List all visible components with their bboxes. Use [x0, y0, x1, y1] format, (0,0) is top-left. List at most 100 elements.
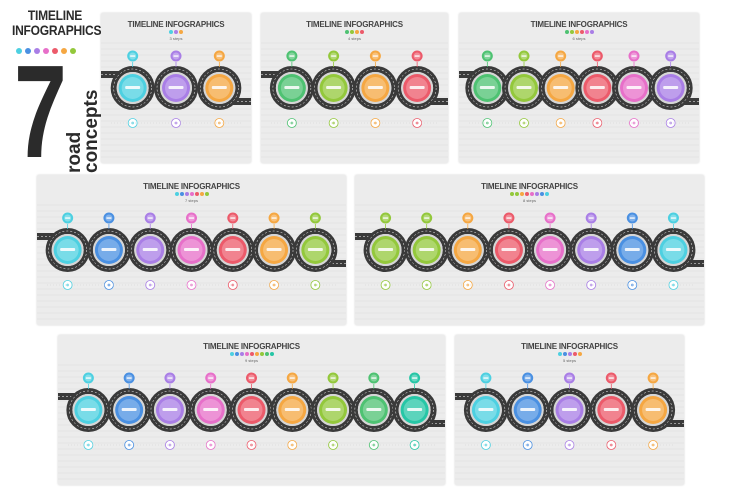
- road-infographic: [455, 364, 684, 480]
- timeline-step: [575, 50, 620, 128]
- color-dot: [530, 192, 534, 196]
- timeline-step: [486, 212, 531, 290]
- color-dot: [557, 352, 562, 356]
- card-title: TIMELINE INFOGRAPHICS: [521, 342, 618, 351]
- road-infographic: [355, 204, 704, 320]
- card-subtitle: 5 steps: [563, 358, 576, 363]
- color-dot: [174, 192, 179, 196]
- card-color-dots: [261, 30, 448, 34]
- card-title: TIMELINE INFOGRAPHICS: [481, 182, 578, 191]
- card-4-steps: TIMELINE INFOGRAPHICS 4 steps: [261, 13, 448, 163]
- color-dot: [525, 192, 529, 196]
- color-dot: [194, 192, 199, 196]
- brand-number: 7: [14, 38, 67, 185]
- card-5-steps: TIMELINE INFOGRAPHICS 5 steps: [455, 335, 684, 485]
- card-title: TIMELINE INFOGRAPHICS: [143, 182, 240, 191]
- timeline-step: [128, 212, 173, 290]
- card-title: TIMELINE INFOGRAPHICS: [306, 20, 403, 29]
- timeline-step: [154, 50, 198, 128]
- timeline-step: [395, 50, 440, 128]
- road-infographic: [37, 204, 346, 320]
- timeline-step: [270, 372, 315, 450]
- color-dot: [269, 352, 274, 356]
- card-title: TIMELINE INFOGRAPHICS: [530, 20, 628, 29]
- card-color-dots: [101, 30, 251, 34]
- timeline-step: [86, 212, 131, 290]
- brand-pin-5: [61, 48, 67, 54]
- color-dot: [572, 352, 577, 356]
- timeline-step: [110, 50, 155, 128]
- color-dot: [562, 352, 567, 356]
- color-dot: [589, 30, 594, 34]
- color-dot: [239, 352, 244, 356]
- card-subtitle: 9 steps: [245, 358, 258, 363]
- brand-subtitle: road concepts: [64, 73, 102, 173]
- brand-pin-4: [52, 48, 58, 54]
- card-color-dots: [58, 352, 445, 356]
- timeline-step: [547, 372, 592, 450]
- brand-pin-0: [16, 48, 22, 54]
- timeline-step: [210, 212, 255, 290]
- timeline-step: [188, 372, 233, 450]
- road-infographic: [459, 42, 699, 158]
- timeline-step: [363, 212, 408, 290]
- timeline-step: [612, 50, 656, 128]
- color-dot: [169, 30, 173, 34]
- timeline-step: [353, 50, 398, 128]
- brand-block: TIMELINE INFOGRAPHICS 7 road concepts: [12, 7, 102, 178]
- timeline-step: [229, 372, 274, 450]
- timeline-step: [311, 50, 356, 128]
- color-dot: [254, 352, 259, 356]
- color-dot: [350, 30, 354, 34]
- card-color-dots: [455, 352, 684, 356]
- brand-pin-6: [70, 48, 76, 54]
- timeline-step: [351, 372, 396, 450]
- timeline-step: [311, 372, 356, 450]
- timeline-step: [648, 50, 693, 128]
- card-title: TIMELINE INFOGRAPHICS: [127, 20, 225, 29]
- card-3-steps: TIMELINE INFOGRAPHICS 3 steps: [101, 13, 251, 163]
- timeline-step: [465, 50, 510, 128]
- color-dot: [229, 352, 234, 356]
- card-subtitle: 7 steps: [185, 198, 198, 203]
- card-subtitle: 4 steps: [348, 36, 361, 41]
- color-dot: [184, 192, 189, 196]
- timeline-step: [107, 372, 152, 450]
- color-dot: [360, 30, 364, 34]
- timeline-step: [404, 212, 449, 290]
- timeline-step: [651, 212, 696, 290]
- timeline-step: [392, 372, 437, 450]
- timeline-step: [45, 212, 90, 290]
- brand-pin-2: [34, 48, 40, 54]
- road-infographic: [58, 364, 445, 480]
- timeline-step: [445, 212, 490, 290]
- color-dot: [579, 30, 584, 34]
- timeline-step: [463, 372, 508, 450]
- card-6-steps: TIMELINE INFOGRAPHICS 6 steps: [459, 13, 699, 163]
- color-dot: [259, 352, 264, 356]
- brand-color-pins: [16, 48, 76, 54]
- color-dot: [545, 192, 549, 196]
- color-dot: [234, 352, 239, 356]
- timeline-step: [589, 372, 634, 450]
- card-8-steps: TIMELINE INFOGRAPHICS 8 steps: [355, 175, 704, 325]
- brand-pin-3: [43, 48, 49, 54]
- color-dot: [584, 30, 589, 34]
- brand-title-line2: INFOGRAPHICS: [12, 22, 102, 38]
- color-dot: [520, 192, 524, 196]
- card-color-dots: [459, 30, 699, 34]
- color-dot: [204, 192, 209, 196]
- card-title: TIMELINE INFOGRAPHICS: [203, 342, 300, 351]
- brand-title-line1: TIMELINE: [27, 7, 83, 23]
- card-color-dots: [37, 192, 346, 196]
- timeline-step: [528, 212, 573, 290]
- timeline-step: [252, 212, 297, 290]
- timeline-step: [631, 372, 676, 450]
- card-subtitle: 8 steps: [523, 198, 536, 203]
- color-dot: [515, 192, 519, 196]
- card-subtitle: 3 steps: [169, 36, 183, 41]
- color-dot: [574, 30, 579, 34]
- timeline-step: [197, 50, 242, 128]
- color-dot: [249, 352, 254, 356]
- color-dot: [569, 30, 574, 34]
